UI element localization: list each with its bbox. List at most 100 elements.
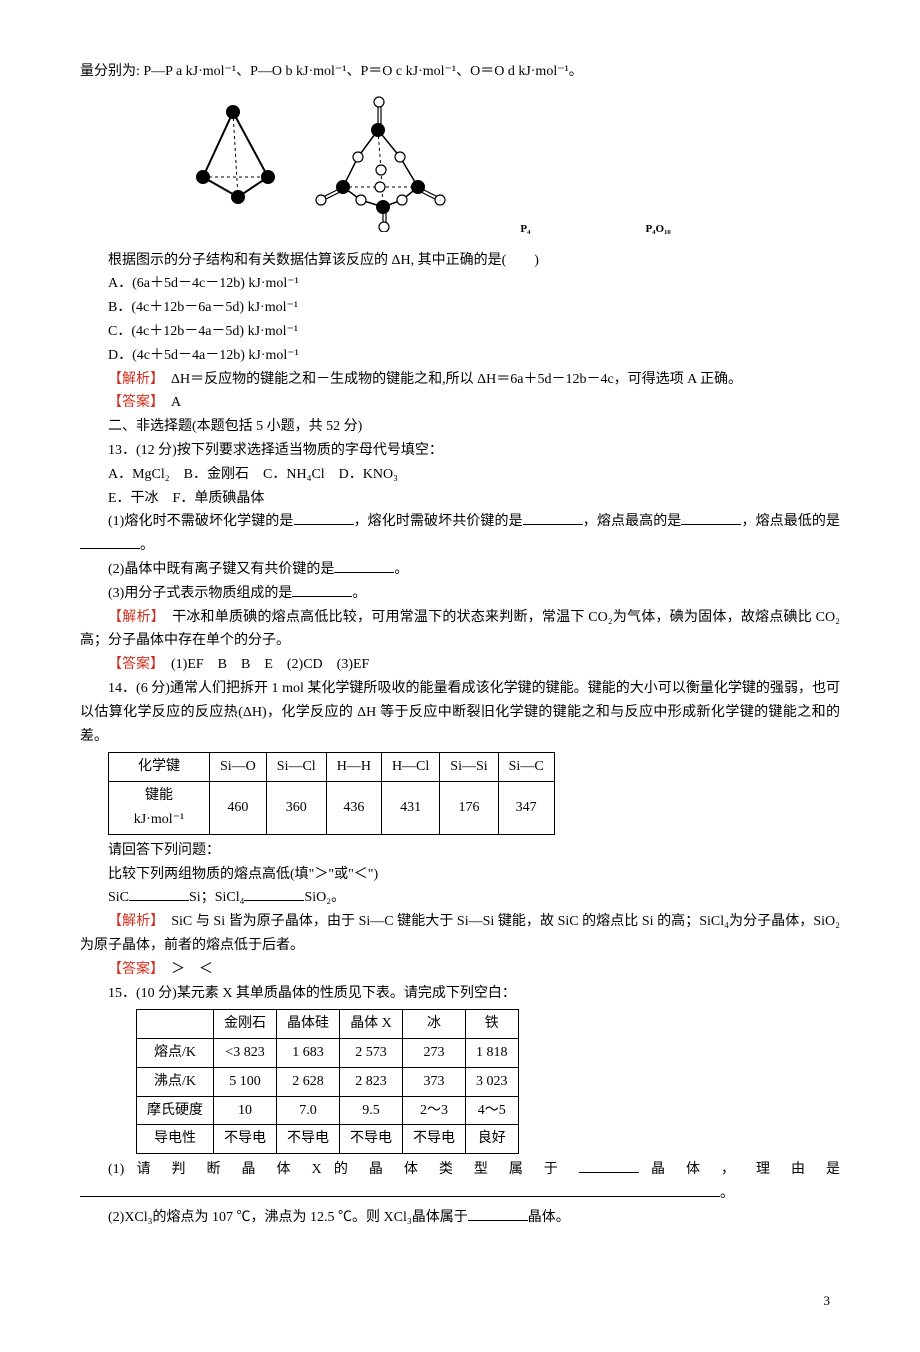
q15-sub1-line2: 。	[80, 1182, 840, 1206]
answer-label: 【答案】	[108, 657, 157, 672]
cell: 1 818	[466, 1039, 519, 1068]
blank	[292, 582, 352, 597]
table-row: 化学键 Si—O Si—Cl H—H H—Cl Si—Si Si—C	[109, 753, 555, 782]
cell: Si—C	[498, 753, 554, 782]
q13-3: (3)用分子式表示物质组成的是	[108, 586, 292, 601]
q13-head: 13．(12 分)按下列要求选择适当物质的字母代号填空：	[80, 439, 840, 463]
q15-head: 15．(10 分)某元素 X 其单质晶体的性质见下表。请完成下列空白：	[80, 982, 840, 1006]
q12-analysis: 【解析】 ΔH＝反应物的键能之和－生成物的键能之和,所以 ΔH＝6a＋5d－12…	[80, 368, 840, 392]
q14-table: 化学键 Si—O Si—Cl H—H H—Cl Si—Si Si—C 键能 kJ…	[108, 752, 555, 834]
q13-1a: (1)熔化时不需破坏化学键的是	[108, 514, 294, 529]
cell: 冰	[403, 1010, 466, 1039]
cell: 2～3	[403, 1096, 466, 1125]
q13-1d: ，熔点最低的是	[741, 514, 840, 529]
q14-analysis: 【解析】 SiC 与 Si 皆为原子晶体，由于 Si—C 键能大于 Si—Si …	[80, 910, 840, 958]
cell: 沸点/K	[137, 1067, 214, 1096]
cell: 2 823	[340, 1067, 403, 1096]
q15-1a: (1) 请 判 断 晶 体 X 的 晶 体 类 型 属 于	[108, 1162, 579, 1177]
cell: 460	[210, 782, 267, 835]
cell: 9.5	[340, 1096, 403, 1125]
analysis-text: SiC 与 Si 皆为原子晶体，由于 Si—C 键能大于 Si—Si 键能，故 …	[80, 914, 840, 953]
cell: 5 100	[214, 1067, 277, 1096]
q14-answer: 【答案】 ＞ ＜	[80, 958, 840, 982]
q15-sub1: (1) 请 判 断 晶 体 X 的 晶 体 类 型 属 于 晶 体 ， 理 由 …	[80, 1158, 840, 1182]
q13-1c: ，熔点最高的是	[583, 514, 682, 529]
blank	[681, 510, 741, 525]
cell: 2 573	[340, 1039, 403, 1068]
q13-2e: 。	[394, 562, 408, 577]
q12-opt-b: B．(4c＋12b－6a－5d) kJ·mol⁻¹	[80, 296, 840, 320]
analysis-label: 【解析】	[108, 610, 158, 625]
cell: 273	[403, 1039, 466, 1068]
cell: Si—O	[210, 753, 267, 782]
table-row: 沸点/K 5 100 2 628 2 823 373 3 023	[137, 1067, 519, 1096]
cell: 10	[214, 1096, 277, 1125]
cell: 360	[266, 782, 326, 835]
cell: 373	[403, 1067, 466, 1096]
table-row: 金刚石 晶体硅 晶体 X 冰 铁	[137, 1010, 519, 1039]
cell: Si—Cl	[266, 753, 326, 782]
q14-p3b: Si；SiCl₄	[189, 890, 244, 905]
blank	[244, 886, 304, 901]
q12-opt-d: D．(4c＋5d－4a－12b) kJ·mol⁻¹	[80, 344, 840, 368]
table-row: 摩氏硬度 10 7.0 9.5 2～3 4～5	[137, 1096, 519, 1125]
q15-2a: (2)XCl₃的熔点为 107 ℃，沸点为 12.5 ℃。则 XCl₃晶体属于	[108, 1210, 468, 1225]
cell: 2 628	[277, 1067, 340, 1096]
page-number: 3	[80, 1290, 840, 1312]
cell: H—H	[326, 753, 381, 782]
molecule-diagram: P₄ P₄O₁₀	[80, 92, 840, 241]
cell: 良好	[466, 1125, 519, 1154]
answer-text: ＞ ＜	[157, 962, 213, 977]
q14-p3c: SiO₂。	[304, 890, 345, 905]
q14-head: 14．(6 分)通常人们把拆开 1 mol 某化学键所吸收的能量看成该化学键的键…	[80, 677, 840, 748]
q13-1e: 。	[140, 538, 154, 553]
q15-2b: 晶体。	[528, 1210, 570, 1225]
analysis-text: ΔH＝反应物的键能之和－生成物的键能之和,所以 ΔH＝6a＋5d－12b－4c，…	[157, 372, 742, 387]
cell: 键能 kJ·mol⁻¹	[109, 782, 210, 835]
blank	[334, 558, 394, 573]
cell: 不导电	[403, 1125, 466, 1154]
cell: 不导电	[214, 1125, 277, 1154]
cell: 7.0	[277, 1096, 340, 1125]
cell: Si—Si	[440, 753, 498, 782]
answer-text: (1)EF B B E (2)CD (3)EF	[157, 657, 369, 672]
blank	[579, 1158, 639, 1173]
cell: 晶体 X	[340, 1010, 403, 1039]
p4o10-label: P₄O₁₀	[583, 220, 733, 239]
answer-label: 【答案】	[108, 962, 157, 977]
blank	[468, 1206, 528, 1221]
p4-label: P₄	[470, 220, 580, 239]
cell: 3 023	[466, 1067, 519, 1096]
q13-options-1: A．MgCl₂ B．金刚石 C．NH₄Cl D．KNO₃	[80, 463, 840, 487]
cell: 431	[381, 782, 439, 835]
q14-p2: 比较下列两组物质的熔点高低(填"＞"或"＜")	[80, 863, 840, 887]
cell: H—Cl	[381, 753, 439, 782]
cell: 金刚石	[214, 1010, 277, 1039]
cell: 晶体硅	[277, 1010, 340, 1039]
cell: 不导电	[340, 1125, 403, 1154]
q13-options-2: E．干冰 F．单质碘晶体	[80, 487, 840, 511]
cell: 熔点/K	[137, 1039, 214, 1068]
cell: 铁	[466, 1010, 519, 1039]
analysis-label: 【解析】	[108, 914, 157, 929]
cell: 4～5	[466, 1096, 519, 1125]
cell: 1 683	[277, 1039, 340, 1068]
answer-label: 【答案】	[108, 395, 157, 410]
cell: <3 823	[214, 1039, 277, 1068]
q15-table: 金刚石 晶体硅 晶体 X 冰 铁 熔点/K <3 823 1 683 2 573…	[136, 1009, 519, 1154]
analysis-label: 【解析】	[108, 372, 157, 387]
table-row: 导电性 不导电 不导电 不导电 不导电 良好	[137, 1125, 519, 1154]
q13-3e: 。	[352, 586, 366, 601]
cell: 摩氏硬度	[137, 1096, 214, 1125]
blank	[294, 510, 354, 525]
cell: 436	[326, 782, 381, 835]
cell: 不导电	[277, 1125, 340, 1154]
answer-text: A	[157, 395, 181, 410]
q14-p3: SiCSi；SiCl₄SiO₂。	[80, 886, 840, 910]
q12-opt-a: A．(6a＋5d－4c－12b) kJ·mol⁻¹	[80, 272, 840, 296]
p4-p4o10-svg	[178, 92, 458, 232]
q13-sub3: (3)用分子式表示物质组成的是 。	[80, 582, 840, 606]
q13-1b: ，熔化时需破坏共价键的是	[354, 514, 523, 529]
q13-analysis: 【解析】 干冰和单质碘的熔点高低比较，可用常温下的状态来判断，常温下 CO₂为气…	[80, 606, 840, 654]
section-2-heading: 二、非选择题(本题包括 5 小题，共 52 分)	[80, 415, 840, 439]
